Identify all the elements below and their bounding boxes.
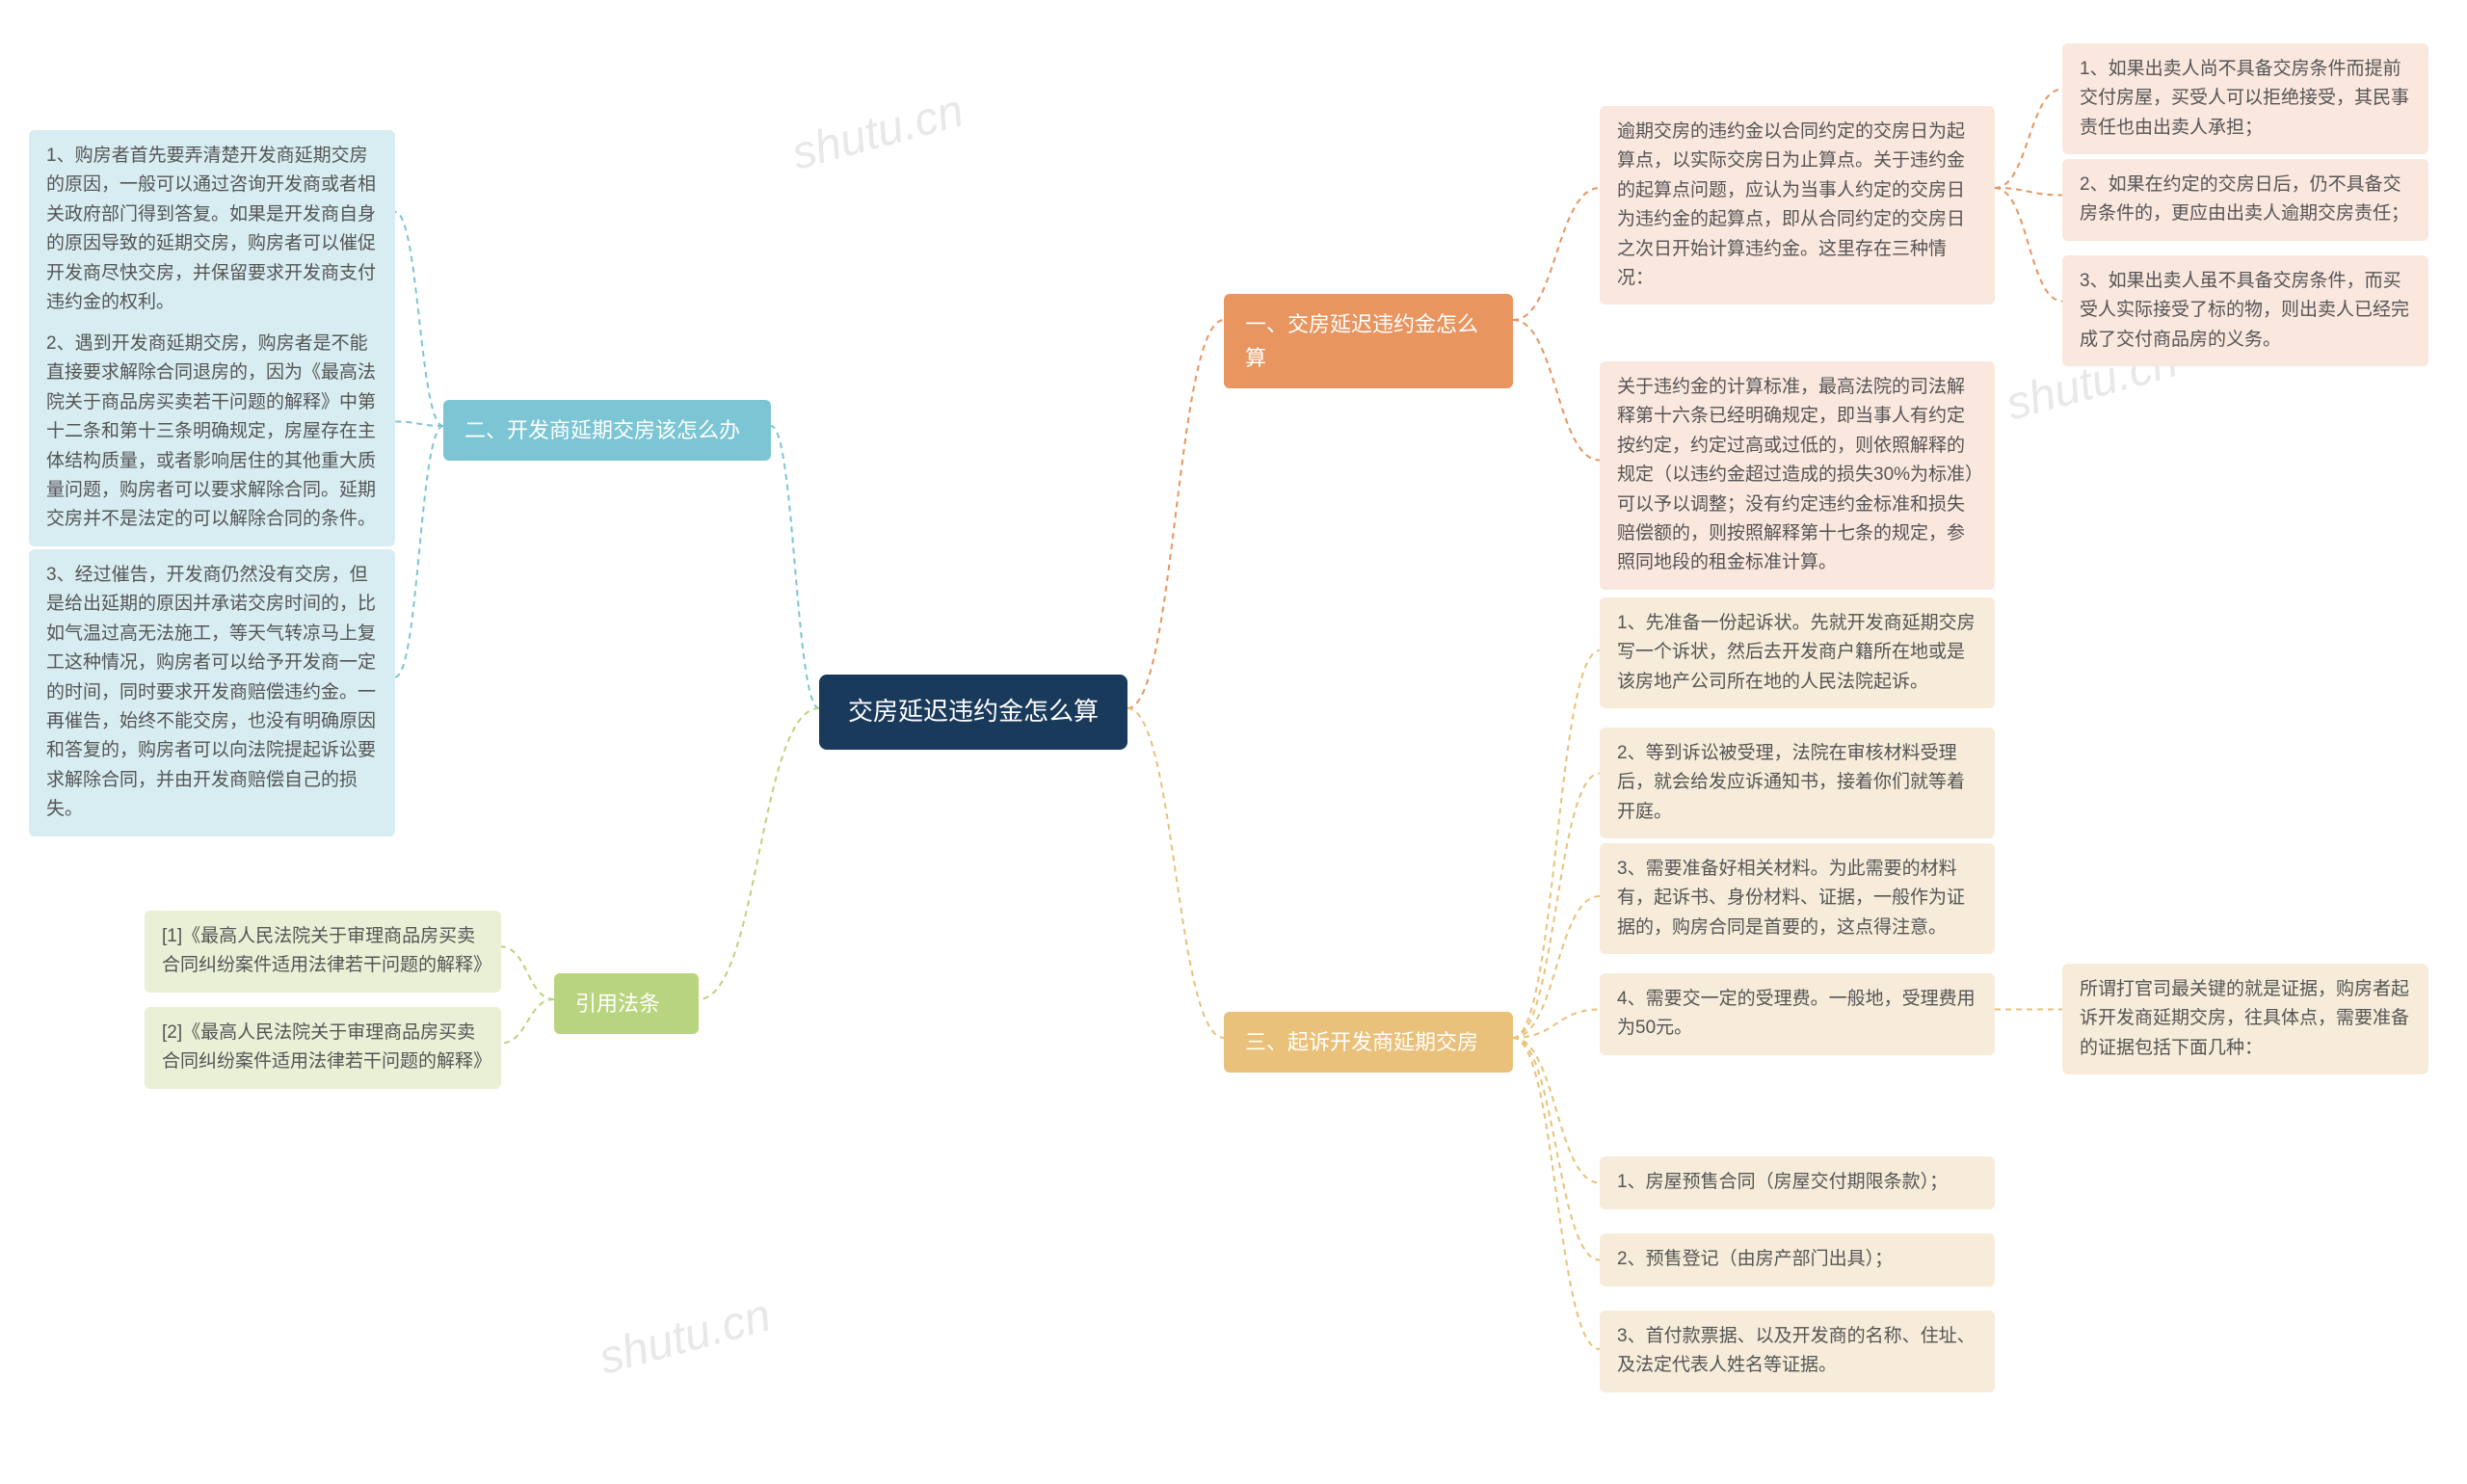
watermark: shutu.cn: [594, 1288, 777, 1385]
b3-item-6: 3、首付款票据、以及开发商的名称、住址、及法定代表人姓名等证据。: [1600, 1311, 1995, 1392]
b1-item-1: 关于违约金的计算标准，最高法院的司法解释第十六条已经明确规定，即当事人有约定按约…: [1600, 361, 1995, 590]
b3-item-4: 1、房屋预售合同（房屋交付期限条款）；: [1600, 1156, 1995, 1209]
b2-item-1: 2、遇到开发商延期交房，购房者是不能直接要求解除合同退房的，因为《最高法院关于商…: [29, 318, 395, 546]
b2-item-2: 3、经过催告，开发商仍然没有交房，但是给出延期的原因并承诺交房时间的，比如气温过…: [29, 549, 395, 836]
b3-item-2: 3、需要准备好相关材料。为此需要的材料有，起诉书、身份材料、证据，一般作为证据的…: [1600, 843, 1995, 954]
b4-item-1: [2]《最高人民法院关于审理商品房买卖合同纠纷案件适用法律若干问题的解释》: [145, 1007, 501, 1089]
b1-sub-2: 3、如果出卖人虽不具备交房条件，而买受人实际接受了标的物，则出卖人已经完成了交付…: [2062, 255, 2428, 366]
b3-item-1: 2、等到诉讼被受理，法院在审核材料受理后，就会给发应诉通知书，接着你们就等着开庭…: [1600, 728, 1995, 838]
watermark: shutu.cn: [786, 84, 969, 180]
b1-sub-0: 1、如果出卖人尚不具备交房条件而提前交付房屋，买受人可以拒绝接受，其民事责任也由…: [2062, 43, 2428, 154]
b3-item-3: 4、需要交一定的受理费。一般地，受理费用为50元。: [1600, 973, 1995, 1055]
b3-item-0: 1、先准备一份起诉状。先就开发商延期交房写一个诉状，然后去开发商户籍所在地或是该…: [1600, 597, 1995, 708]
branch-3: 三、起诉开发商延期交房: [1224, 1012, 1513, 1073]
b4-item-0: [1]《最高人民法院关于审理商品房买卖合同纠纷案件适用法律若干问题的解释》: [145, 911, 501, 993]
b3-sub-0: 所谓打官司最关键的就是证据，购房者起诉开发商延期交房，往具体点，需要准备的证据包…: [2062, 964, 2428, 1074]
branch-4: 引用法条: [554, 973, 699, 1034]
root-node: 交房延迟违约金怎么算: [819, 675, 1127, 750]
branch-2: 二、开发商延期交房该怎么办: [443, 400, 771, 461]
b3-item-5: 2、预售登记（由房产部门出具）；: [1600, 1233, 1995, 1286]
branch-1: 一、交房延迟违约金怎么算: [1224, 294, 1513, 388]
b1-item-0: 逾期交房的违约金以合同约定的交房日为起算点，以实际交房日为止算点。关于违约金的起…: [1600, 106, 1995, 305]
b1-sub-1: 2、如果在约定的交房日后，仍不具备交房条件的，更应由出卖人逾期交房责任；: [2062, 159, 2428, 241]
b2-item-0: 1、购房者首先要弄清楚开发商延期交房的原因，一般可以通过咨询开发商或者相关政府部…: [29, 130, 395, 329]
